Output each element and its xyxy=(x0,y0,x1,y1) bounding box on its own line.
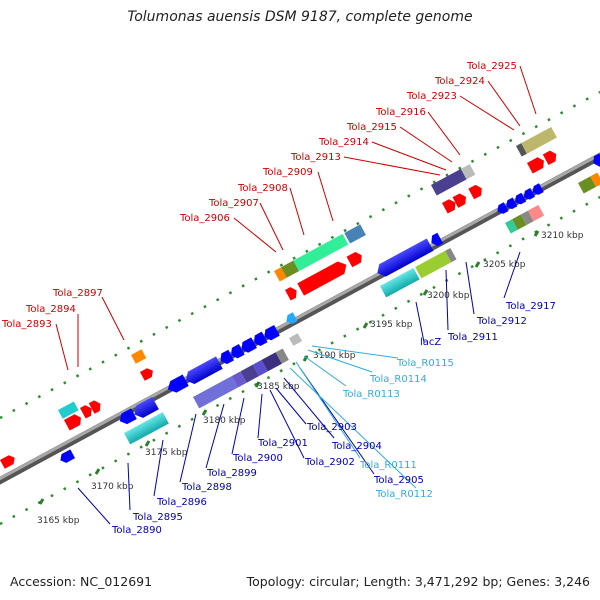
lower-gene-labels: Tola_2890 Tola_2895 Tola_2896 Tola_2898 … xyxy=(111,301,556,536)
gene-label: Tola_2924 xyxy=(434,76,485,87)
gene-label: Tola_2904 xyxy=(331,441,382,452)
gene-box xyxy=(124,412,169,445)
gene-label: Tola_2906 xyxy=(179,213,230,224)
gene-label: Tola_2895 xyxy=(132,512,183,523)
accession-text: Accession: NC_012691 xyxy=(10,574,153,589)
gene-arrow xyxy=(0,455,15,469)
tick-label: 3200 kbp xyxy=(427,291,470,301)
tick-labels: 3165 kbp 3170 kbp 3175 kbp 3180 kbp 3185… xyxy=(37,231,584,526)
gene-arrow xyxy=(64,414,81,431)
gene-label: Tola_2903 xyxy=(306,422,357,433)
gene-label: Tola_2913 xyxy=(290,152,341,163)
tick-label: 3185 kbp xyxy=(257,382,300,392)
gene-label: Tola_2899 xyxy=(206,468,257,479)
gene-box xyxy=(293,233,349,272)
gene-label: Tola_2925 xyxy=(466,61,517,72)
genome-info-text: Topology: circular; Length: 3,471,292 bp… xyxy=(246,574,590,589)
gene-label: Tola_R0114 xyxy=(369,374,427,385)
gene-arrow xyxy=(185,356,223,384)
gene-box xyxy=(58,401,79,419)
gene-label: Tola_2914 xyxy=(318,137,369,148)
gene-label: Tola_2917 xyxy=(505,301,556,312)
gene-label: Tola_2900 xyxy=(232,453,283,464)
gene-label: Tola_2915 xyxy=(346,122,397,133)
upper-tick-track xyxy=(0,90,600,420)
rna-leader-lines xyxy=(289,345,417,489)
gene-box xyxy=(193,376,238,409)
gene-arrow xyxy=(80,405,92,419)
gene-label: Tola_2902 xyxy=(304,457,355,468)
tick-label: 3205 kbp xyxy=(483,260,526,270)
gene-label: Tola_R0112 xyxy=(375,489,433,500)
major-ticks xyxy=(38,230,540,505)
gene-label: Tola_R0111 xyxy=(359,460,417,471)
upper-gene-labels: Tola_2893 Tola_2894 Tola_2897 Tola_2906 … xyxy=(1,61,517,330)
tick-label: 3195 kbp xyxy=(370,320,413,330)
tick-label: 3175 kbp xyxy=(145,448,188,458)
gene-label: Tola_2909 xyxy=(262,167,313,178)
tick-label: 3165 kbp xyxy=(37,516,80,526)
tick-label: 3180 kbp xyxy=(203,416,246,426)
lower-tick-track xyxy=(0,195,600,526)
lower-leader-lines xyxy=(77,251,521,525)
tick-label: 3210 kbp xyxy=(541,231,584,241)
upper-leader-lines xyxy=(55,65,537,371)
gene-label: Tola_2896 xyxy=(156,497,207,508)
lacZ-gene xyxy=(377,238,434,277)
tick-label: 3190 kbp xyxy=(313,351,356,361)
gene-label: Tola_2911 xyxy=(447,332,498,343)
gene-box xyxy=(431,168,467,196)
gene-label: lacZ xyxy=(420,337,441,348)
gene-label: Tola_2923 xyxy=(406,91,457,102)
gene-arrow xyxy=(134,396,159,418)
gene-label: Tola_2890 xyxy=(111,525,162,536)
gene-label: Tola_R0115 xyxy=(396,358,454,369)
tick-label: 3170 kbp xyxy=(91,482,134,492)
upper-strand-features[interactable] xyxy=(0,126,600,469)
gene-label: Tola_2897 xyxy=(52,288,103,299)
map-title: Tolumonas auensis DSM 9187, complete gen… xyxy=(127,9,473,25)
gene-label: Tola_2894 xyxy=(25,304,76,315)
gene-label: Tola_2916 xyxy=(375,107,426,118)
gene-label: Tola_2898 xyxy=(181,482,232,493)
gene-arrow xyxy=(297,261,347,296)
gene-label: Tola_2893 xyxy=(1,319,52,330)
gene-label: Tola_2907 xyxy=(208,198,259,209)
gene-arrow xyxy=(88,400,101,414)
gene-box xyxy=(131,349,147,364)
gene-arrow xyxy=(140,368,153,381)
gene-label: Tola_2905 xyxy=(373,475,424,486)
gene-label: Tola_2912 xyxy=(476,316,527,327)
gene-label: Tola_2908 xyxy=(237,183,288,194)
gene-label: Tola_R0113 xyxy=(342,389,400,400)
lower-strand-features[interactable] xyxy=(58,183,545,465)
gene-box xyxy=(521,126,557,154)
gene-label: Tola_2901 xyxy=(257,438,308,449)
rna-gene-labels: Tola_R0111 Tola_R0112 Tola_R0113 Tola_R0… xyxy=(342,358,454,500)
